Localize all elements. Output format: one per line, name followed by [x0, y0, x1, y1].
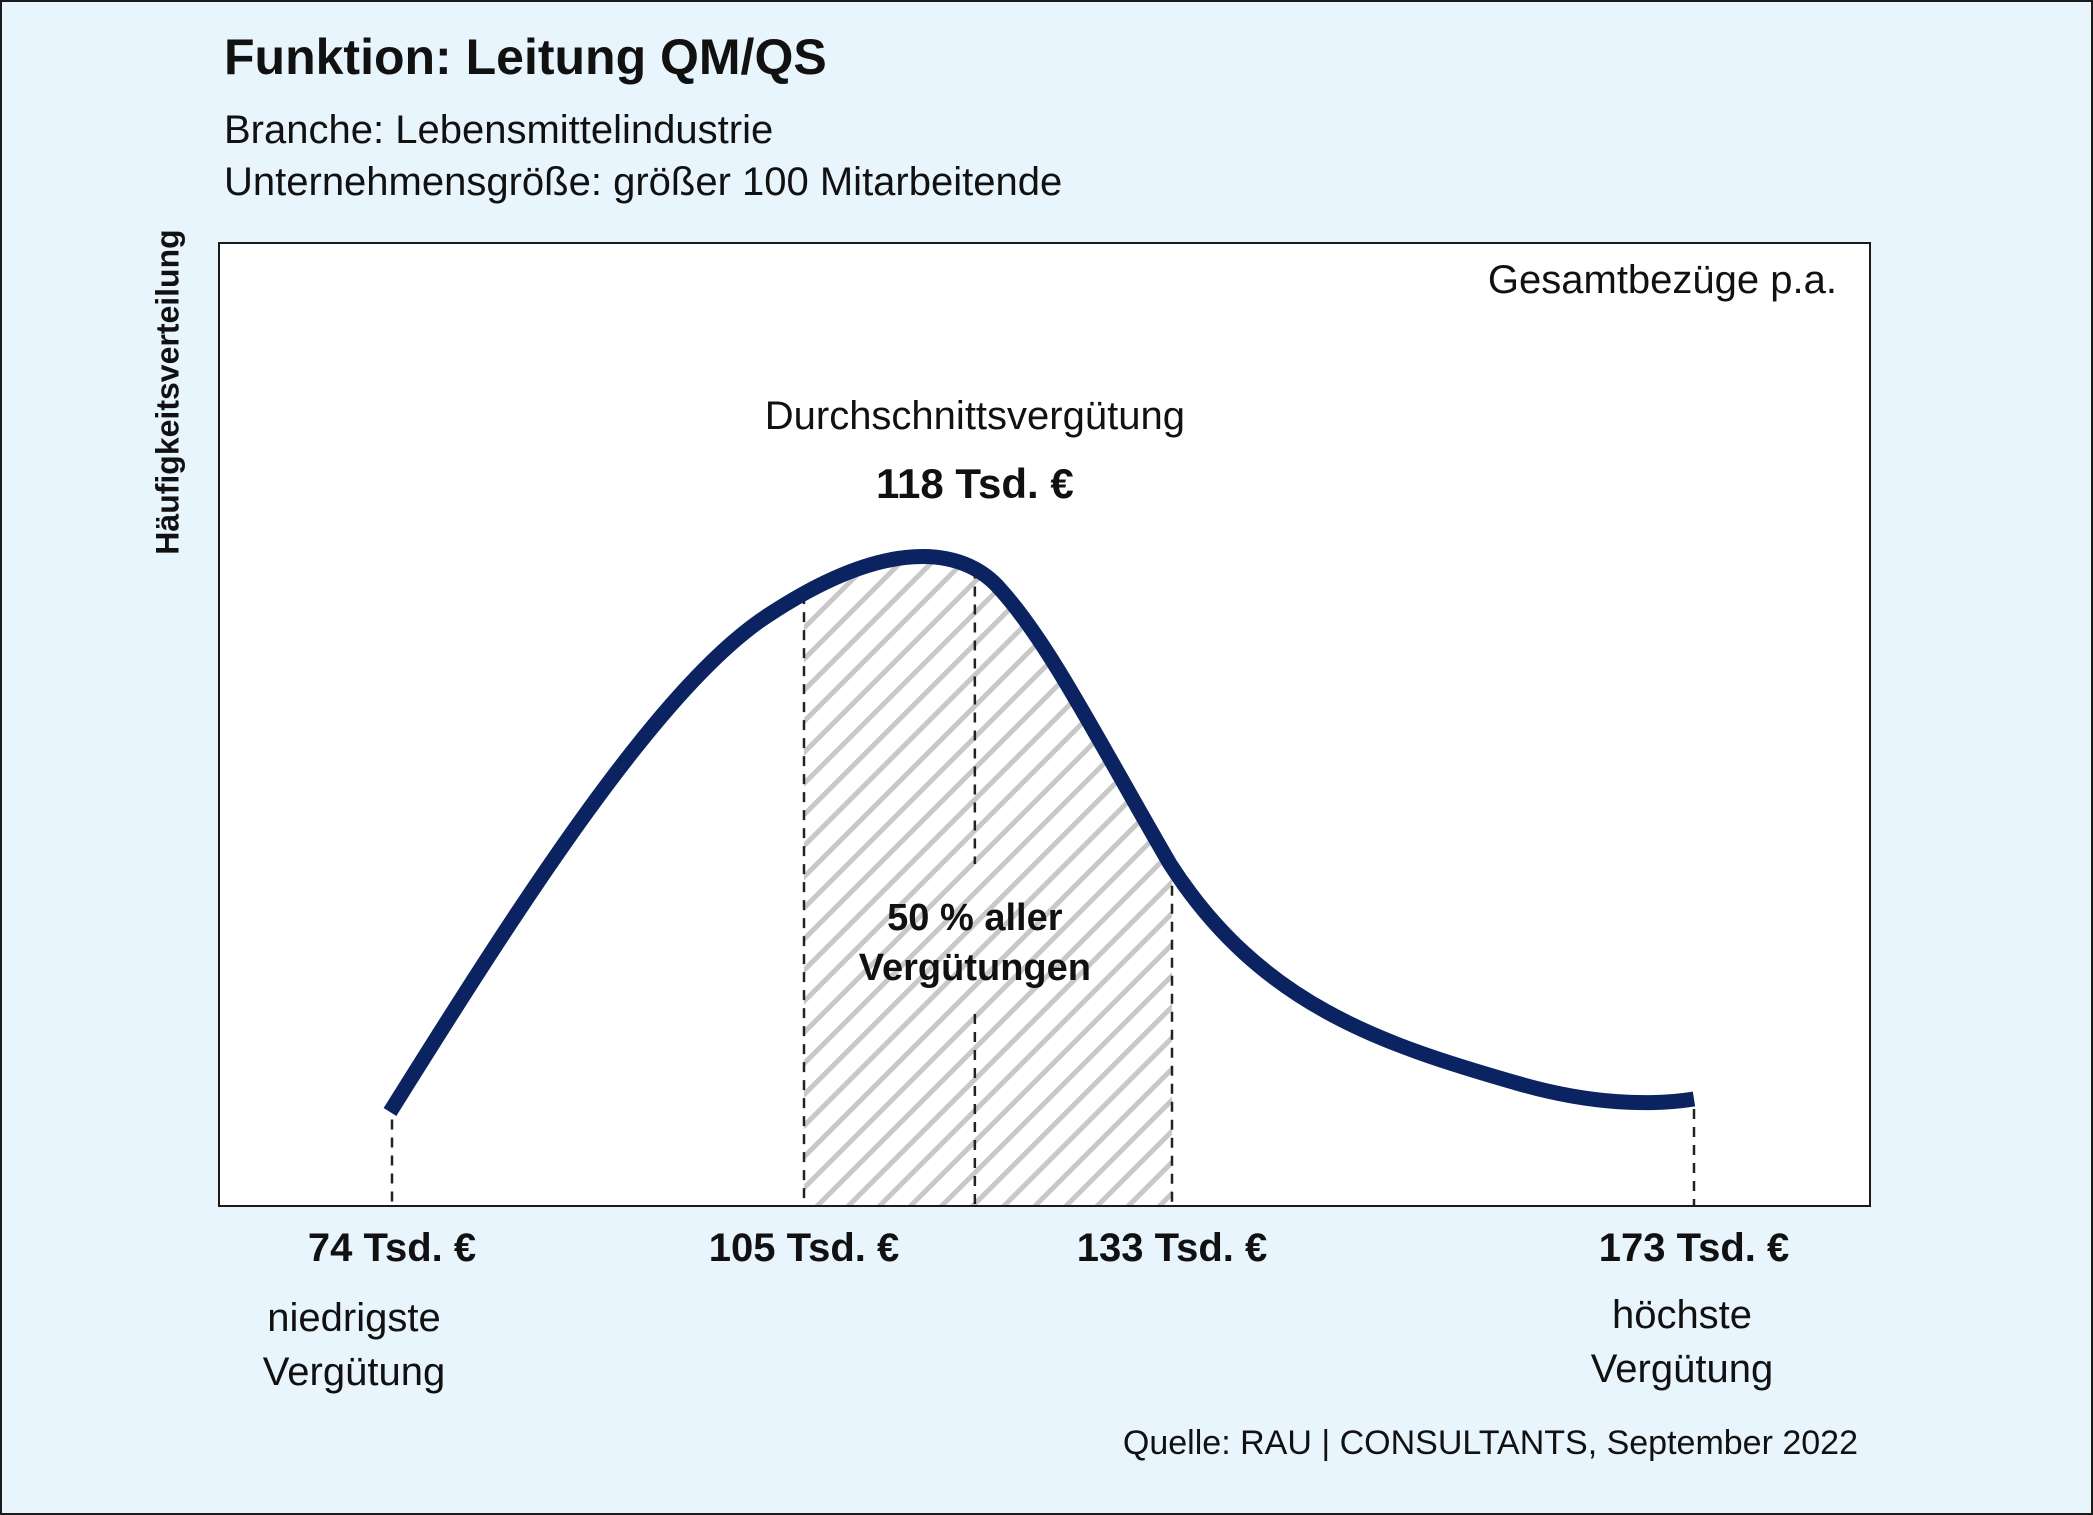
source-note: Quelle: RAU | CONSULTANTS, September 202… [1122, 1424, 1858, 1462]
tick-label-max: 173 Tsd. € [1598, 1226, 1790, 1270]
min-description-line2: Vergütung [262, 1350, 446, 1394]
average-label: Durchschnittsvergütung [765, 394, 1185, 438]
distribution-chart: Gesamtbezüge p.a. Durchschnittsvergütung… [383, 258, 1837, 1205]
chart-subtitle-industry: Branche: Lebensmittelindustrie [224, 108, 774, 152]
interquartile-label-line2: Vergütungen [859, 947, 1091, 989]
tick-label-min: 74 Tsd. € [307, 1226, 477, 1270]
max-description-line1: höchste [1611, 1293, 1753, 1337]
interquartile-label-line1: 50 % aller [887, 897, 1063, 939]
max-description: höchste Vergütung [1591, 1288, 1773, 1396]
min-description: niedrigste Vergütung [263, 1291, 445, 1399]
plot-area: Gesamtbezüge p.a. Durchschnittsvergütung… [218, 242, 1871, 1207]
distribution-curve [383, 549, 1696, 1116]
min-description-line1: niedrigste [267, 1296, 441, 1340]
tick-label-q3: 133 Tsd. € [1076, 1226, 1268, 1270]
y-axis-label: Häufigkeitsverteilung [149, 229, 186, 555]
chart-subtitle-company-size: Unternehmensgröße: größer 100 Mitarbeite… [224, 160, 1063, 204]
corner-label: Gesamtbezüge p.a. [1488, 258, 1837, 302]
tick-label-q1: 105 Tsd. € [708, 1226, 900, 1270]
average-value-label: 118 Tsd. € [876, 460, 1074, 507]
chart-title: Funktion: Leitung QM/QS [224, 29, 827, 85]
interquartile-hatched-area [804, 556, 1172, 1205]
max-description-line2: Vergütung [1590, 1347, 1774, 1391]
